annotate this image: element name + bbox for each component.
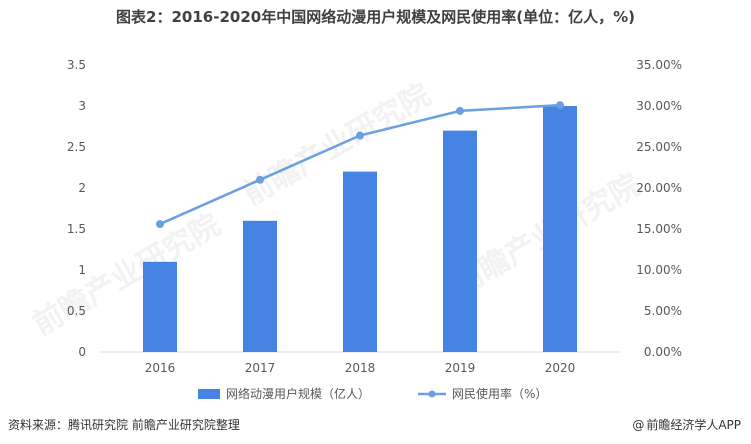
right-tick-label: 0.00% xyxy=(644,345,682,359)
bar-2019 xyxy=(443,130,477,352)
x-tick-label: 2019 xyxy=(445,361,476,375)
x-tick-label: 2017 xyxy=(245,361,276,375)
bar-2017 xyxy=(243,220,277,352)
left-tick-label: 0 xyxy=(78,345,86,359)
line-point-2019 xyxy=(456,106,464,115)
x-tick-label: 2020 xyxy=(545,361,576,375)
left-axis-ticks: 0 0.5 1 1.5 2 2.5 3 3.5 xyxy=(67,58,86,359)
bar-2020 xyxy=(543,106,577,352)
legend-line-marker xyxy=(428,390,436,398)
legend-bar-swatch xyxy=(198,389,220,399)
source-note: 资料来源：腾讯研究院 前瞻产业研究院整理 xyxy=(8,418,240,432)
left-tick-label: 2.5 xyxy=(67,140,86,154)
left-tick-label: 2 xyxy=(78,181,86,195)
right-tick-label: 25.00% xyxy=(636,140,682,154)
right-tick-label: 10.00% xyxy=(636,263,682,277)
line-point-2018 xyxy=(356,131,364,140)
right-tick-label: 5.00% xyxy=(644,304,682,318)
x-tick-label: 2016 xyxy=(145,361,176,375)
line-point-2020 xyxy=(556,101,564,110)
bar-2016 xyxy=(143,261,177,352)
brand-label: @ 前瞻经济学人APP xyxy=(632,416,741,433)
chart-title: 图表2：2016-2020年中国网络动漫用户规模及网民使用率(单位：亿人，%) xyxy=(116,8,635,26)
legend-line-label: 网民使用率（%） xyxy=(452,386,547,401)
left-tick-label: 3 xyxy=(78,99,86,113)
right-tick-label: 30.00% xyxy=(636,99,682,113)
bar-2018 xyxy=(343,171,377,352)
line-series xyxy=(156,101,564,229)
right-tick-label: 20.00% xyxy=(636,181,682,195)
left-tick-label: 3.5 xyxy=(67,58,86,72)
line-point-2016 xyxy=(156,220,164,229)
right-tick-label: 35.00% xyxy=(636,58,682,72)
left-tick-label: 0.5 xyxy=(67,304,86,318)
right-tick-label: 15.00% xyxy=(636,222,682,236)
brand-text: 前瞻经济学人APP xyxy=(646,418,741,432)
legend-bar-label: 网络动漫用户规模（亿人） xyxy=(226,386,370,401)
bar-series xyxy=(143,106,577,352)
line-point-2017 xyxy=(256,175,264,184)
x-tick-label: 2018 xyxy=(345,361,376,375)
right-axis-ticks: 0.00% 5.00% 10.00% 15.00% 20.00% 25.00% 30.00%… xyxy=(636,58,682,359)
x-axis-ticks: 2016 2017 2018 2019 2020 xyxy=(145,361,576,375)
brand-symbol: @ xyxy=(632,418,645,432)
legend: 网络动漫用户规模（亿人） 网民使用率（%） xyxy=(198,386,547,401)
left-tick-label: 1.5 xyxy=(67,222,86,236)
left-tick-label: 1 xyxy=(78,263,86,277)
